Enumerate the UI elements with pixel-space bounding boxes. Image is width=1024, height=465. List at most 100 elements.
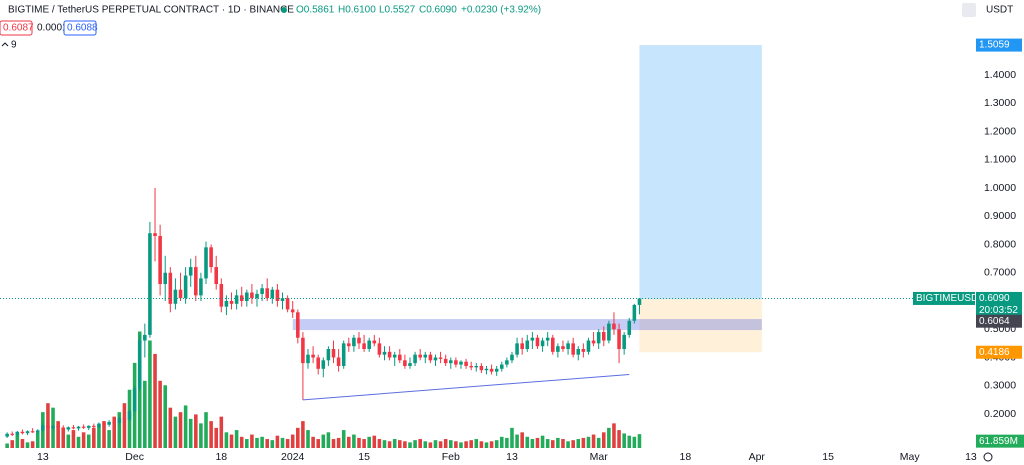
volume-bar xyxy=(612,423,616,448)
candle-body xyxy=(428,354,433,361)
candle-body xyxy=(5,433,9,437)
volume-bar xyxy=(168,407,173,448)
volume-bar xyxy=(10,440,15,448)
stop-label: 0.4186 xyxy=(979,347,1010,358)
candle-body xyxy=(581,349,586,352)
volume-bar xyxy=(15,434,20,448)
volume-bar xyxy=(296,427,300,448)
resistance-zone xyxy=(292,319,762,331)
candle-body xyxy=(178,289,183,299)
ask-box[interactable] xyxy=(63,20,97,36)
candle-body xyxy=(255,293,259,299)
volume-bar xyxy=(199,423,203,448)
candle-body xyxy=(122,418,127,420)
volume-bar xyxy=(188,418,193,448)
candle-body xyxy=(438,357,443,359)
candle-body xyxy=(260,288,264,294)
candle-body xyxy=(423,354,428,358)
candle-body xyxy=(219,284,224,307)
volume-bar xyxy=(260,436,264,448)
candle-body xyxy=(275,289,280,301)
target-area xyxy=(639,45,762,300)
volume-bar xyxy=(382,440,387,448)
volume-bar xyxy=(581,437,586,448)
volume-bar xyxy=(479,441,484,448)
candle-body xyxy=(86,425,91,428)
y-tick-label: 1.4000 xyxy=(984,69,1016,81)
x-tick-label: 18 xyxy=(215,451,227,463)
candle-body xyxy=(392,354,397,358)
candle-body xyxy=(479,365,484,371)
collapse-chevron[interactable] xyxy=(1,42,9,47)
candle-body xyxy=(316,357,320,369)
candle-body xyxy=(71,427,76,429)
volume-bar xyxy=(413,440,417,448)
candle-body xyxy=(143,334,147,341)
x-tick-label: 13 xyxy=(37,451,49,463)
target-label: 1.5059 xyxy=(979,40,1010,51)
candle-body xyxy=(66,427,71,430)
plot-area xyxy=(0,45,975,448)
candle-body xyxy=(265,288,269,299)
volume-bar xyxy=(403,441,407,448)
volume-bar xyxy=(56,421,60,448)
y-tick-label: 1.0000 xyxy=(984,182,1016,194)
candle-body xyxy=(285,298,290,310)
x-tick-label: May xyxy=(900,451,921,463)
candle-body xyxy=(250,292,254,299)
candle-body xyxy=(347,343,351,347)
volume-bar xyxy=(484,442,489,448)
candle-body xyxy=(612,323,616,330)
volume-bar xyxy=(234,430,239,448)
candle-body xyxy=(377,343,382,355)
volume-bar xyxy=(408,442,412,448)
volume-bar xyxy=(438,441,443,448)
volume-bar xyxy=(632,436,637,448)
volume-bar xyxy=(321,434,326,448)
volume-bar xyxy=(464,441,468,448)
volume-bar xyxy=(627,435,632,448)
volume-bar xyxy=(336,437,341,448)
candle-body xyxy=(209,247,213,268)
candle-body xyxy=(561,346,565,350)
volume-bar xyxy=(270,440,275,448)
y-tick-label: 0.7000 xyxy=(984,267,1016,279)
volume-bar xyxy=(525,436,530,448)
candle-body xyxy=(499,364,504,369)
volume-bar xyxy=(122,403,127,448)
toolbar-button[interactable] xyxy=(962,3,976,17)
settings-icon[interactable] xyxy=(983,452,993,462)
candle-body xyxy=(148,233,152,335)
candle-body xyxy=(341,343,346,366)
candle-body xyxy=(224,300,229,307)
candle-body xyxy=(296,312,300,338)
candle-body xyxy=(229,300,234,304)
candle-body xyxy=(92,425,96,427)
candle-body xyxy=(357,337,361,344)
bid-box[interactable] xyxy=(0,20,33,36)
volume-label-bg xyxy=(976,434,1024,448)
candle-body xyxy=(387,351,392,358)
candle-body xyxy=(234,295,239,304)
volume-bar xyxy=(494,440,499,448)
candle-body xyxy=(627,320,632,335)
volume-bar xyxy=(250,434,254,448)
volume-bar xyxy=(398,440,402,448)
volume-bar xyxy=(158,380,162,448)
volume-bar xyxy=(448,440,453,448)
volume-bar xyxy=(561,439,565,448)
candle-body xyxy=(520,343,524,350)
candle-body xyxy=(408,363,412,366)
volume-bar xyxy=(586,436,591,448)
candle-body xyxy=(403,360,407,366)
target-label-bg xyxy=(976,38,1022,52)
candle-body xyxy=(596,332,601,344)
volume-bar xyxy=(112,416,117,448)
candle-body xyxy=(443,358,448,364)
volume-bar xyxy=(428,442,433,448)
y-tick-label: 0.9000 xyxy=(984,210,1016,222)
volume-bar xyxy=(229,434,234,448)
volume-bar xyxy=(163,385,168,448)
candle-body xyxy=(617,329,621,350)
